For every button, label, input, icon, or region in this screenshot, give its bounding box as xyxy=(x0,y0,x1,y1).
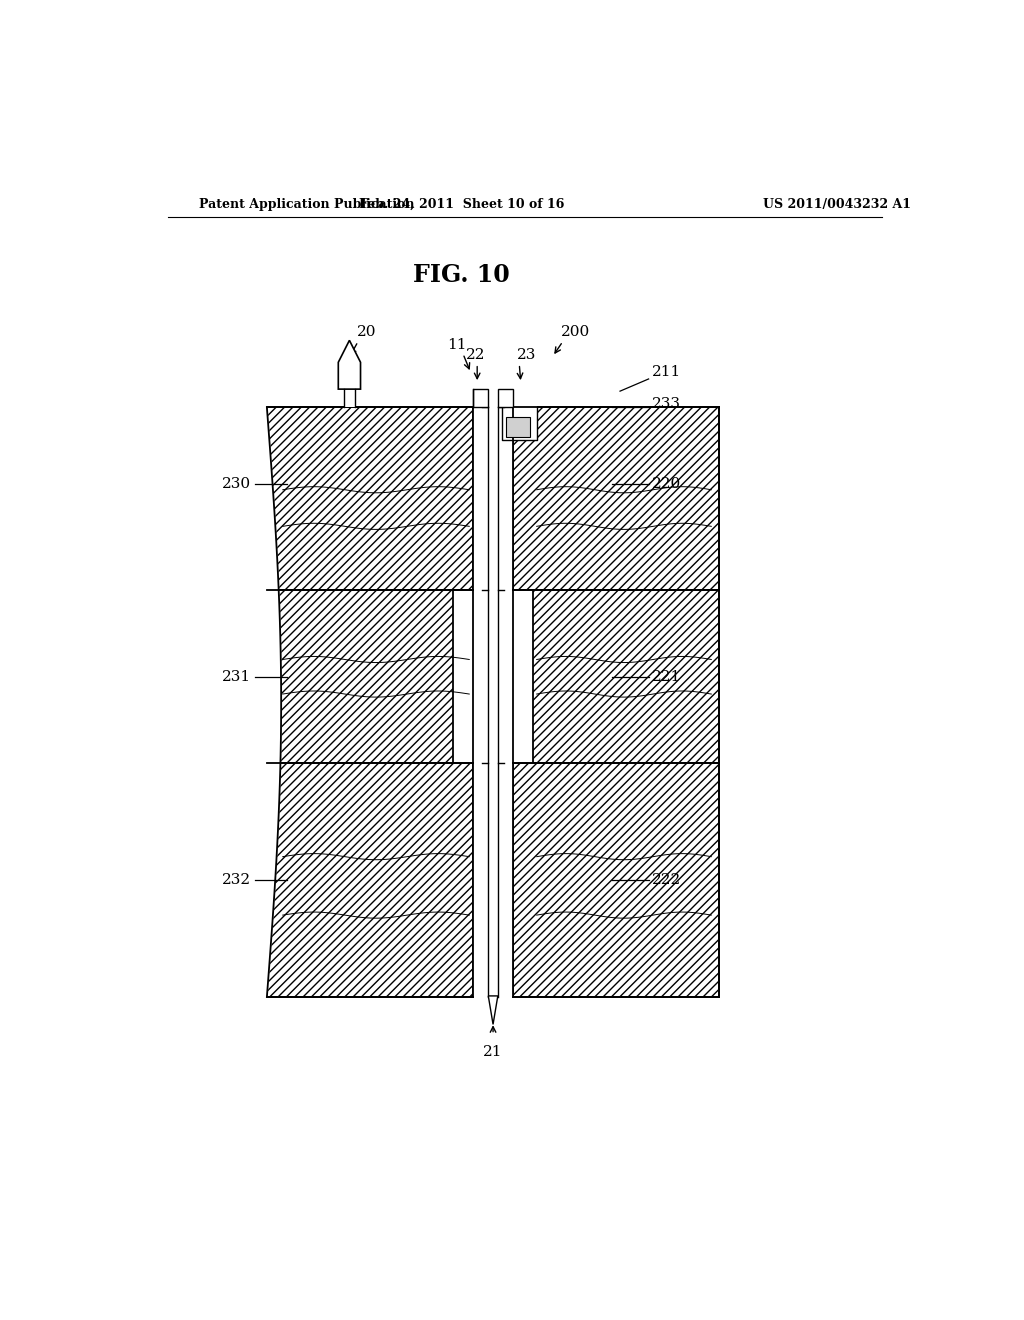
Bar xyxy=(513,408,719,590)
Bar xyxy=(267,763,473,997)
Polygon shape xyxy=(263,408,282,997)
Text: 20: 20 xyxy=(356,325,376,339)
Text: 222: 222 xyxy=(652,873,681,887)
Text: 233: 233 xyxy=(652,397,681,412)
Text: 200: 200 xyxy=(560,325,590,339)
Bar xyxy=(506,417,530,437)
Bar xyxy=(454,590,477,763)
Text: 221: 221 xyxy=(652,669,681,684)
Bar xyxy=(509,590,532,763)
Bar xyxy=(513,763,719,997)
Text: Feb. 24, 2011  Sheet 10 of 16: Feb. 24, 2011 Sheet 10 of 16 xyxy=(358,198,564,211)
Text: FIG. 10: FIG. 10 xyxy=(413,263,510,288)
Text: Patent Application Publication: Patent Application Publication xyxy=(200,198,415,211)
Text: 220: 220 xyxy=(652,477,681,491)
Text: 22: 22 xyxy=(466,347,485,362)
Bar xyxy=(267,408,473,590)
Text: 230: 230 xyxy=(222,477,251,491)
Polygon shape xyxy=(338,341,360,389)
Text: US 2011/0043232 A1: US 2011/0043232 A1 xyxy=(763,198,911,211)
Bar xyxy=(344,389,355,408)
Bar xyxy=(473,389,488,408)
Text: 11: 11 xyxy=(447,338,467,351)
Bar xyxy=(498,389,513,408)
Text: 21: 21 xyxy=(483,1044,503,1059)
Polygon shape xyxy=(488,995,498,1024)
Text: 232: 232 xyxy=(222,873,251,887)
Text: 231: 231 xyxy=(222,669,251,684)
Bar xyxy=(488,403,498,1024)
Bar xyxy=(473,408,513,997)
Bar xyxy=(267,590,473,763)
Bar xyxy=(513,590,719,763)
Text: 211: 211 xyxy=(652,364,681,379)
Text: 23: 23 xyxy=(517,347,537,362)
Bar xyxy=(502,403,538,440)
